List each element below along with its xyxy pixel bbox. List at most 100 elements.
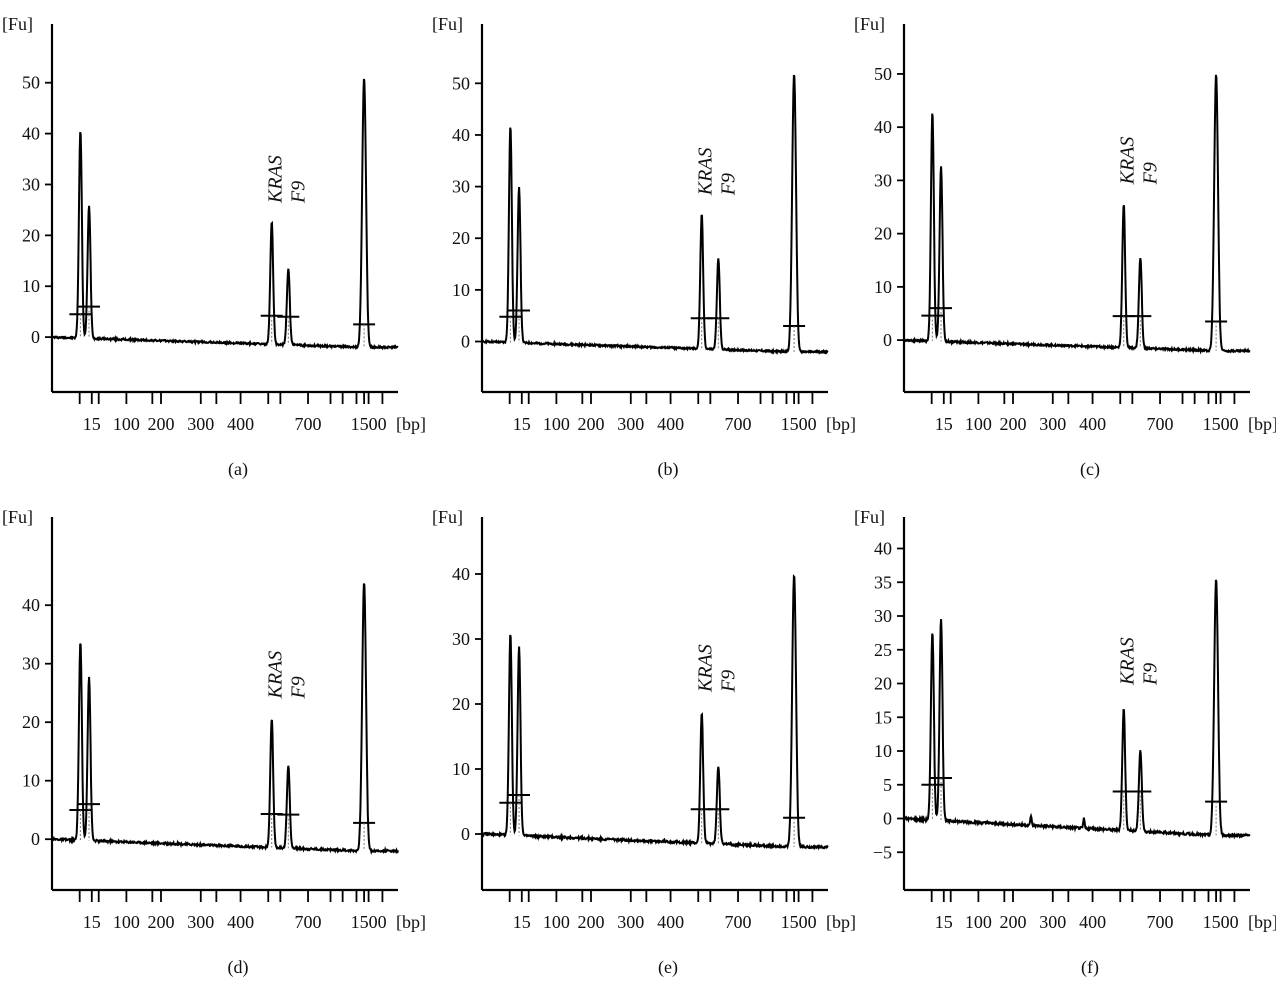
y-tick-label: 25 — [874, 640, 892, 660]
y-tick-label: 30 — [22, 174, 40, 194]
x-tick-label: 1500 — [351, 912, 387, 932]
x-unit-label: [bp] — [1248, 414, 1276, 434]
y-tick-label: 20 — [452, 228, 470, 248]
x-tick-label: 15 — [513, 414, 531, 434]
trace-line — [903, 579, 1251, 840]
annotation-f9: F9 — [1139, 162, 1161, 185]
x-tick-label: 300 — [1039, 912, 1066, 932]
y-tick-label: 50 — [22, 73, 40, 93]
x-tick-label: 15 — [935, 414, 953, 434]
annotation-kras: KRAS — [1117, 137, 1139, 186]
panel-b: [Fu] 0 10 20 30 40 50 15 100 200 300 400 700 1500 [bp]… — [432, 14, 856, 480]
y-tick-label: 50 — [874, 64, 892, 84]
y-tick-label: 30 — [452, 629, 470, 649]
y-tick-label: 0 — [461, 332, 470, 352]
x-tick-label: 100 — [965, 912, 992, 932]
x-tick-label: 1500 — [781, 414, 817, 434]
annotation-f9: F9 — [1139, 663, 1161, 686]
y-unit-label: [Fu] — [432, 14, 463, 34]
y-tick-label: 0 — [883, 809, 892, 829]
y-tick-label: 10 — [874, 741, 892, 761]
x-tick-label: 700 — [1147, 414, 1174, 434]
panel-c: [Fu] 0 10 20 30 40 50 15 100 200 300 400 700 1500 [bp]… — [854, 14, 1276, 480]
x-tick-label: 700 — [1147, 912, 1174, 932]
x-tick-label: 1500 — [1203, 414, 1239, 434]
y-tick-label: 20 — [874, 224, 892, 244]
annotation-f9: F9 — [287, 676, 309, 699]
panel-caption: (a) — [228, 459, 248, 480]
y-tick-label: 10 — [22, 771, 40, 791]
x-tick-label: 15 — [83, 912, 101, 932]
y-tick-label: −5 — [873, 842, 892, 862]
panel-a: [Fu] 0 10 20 30 40 50 15 100 200 300 400 700 1500 [bp]… — [2, 14, 426, 480]
y-tick-label: 10 — [22, 276, 40, 296]
x-tick-label: 300 — [187, 912, 214, 932]
y-tick-label: 30 — [452, 177, 470, 197]
y-tick-label: 0 — [31, 829, 40, 849]
trace-line — [481, 74, 829, 356]
panel-caption: (d) — [228, 957, 249, 978]
trace-line — [481, 573, 829, 851]
y-tick-label: 30 — [874, 170, 892, 190]
panel-d: [Fu] 0 10 20 30 40 15 100 200 300 400 700 1500 [bp] KR… — [2, 507, 426, 978]
panel-e: [Fu] 0 10 20 30 40 15 100 200 300 400 700 1500 [bp] KR… — [432, 507, 856, 978]
x-tick-label: 100 — [543, 912, 570, 932]
x-tick-label: 1500 — [1203, 912, 1239, 932]
y-tick-label: 10 — [452, 759, 470, 779]
x-tick-label: 700 — [725, 912, 752, 932]
y-tick-label: 20 — [452, 694, 470, 714]
annotation-kras: KRAS — [265, 651, 287, 700]
panel-caption: (b) — [658, 459, 679, 480]
x-tick-label: 700 — [295, 912, 322, 932]
x-tick-label: 100 — [543, 414, 570, 434]
y-tick-label: 20 — [22, 225, 40, 245]
x-tick-label: 200 — [999, 414, 1026, 434]
panel-f: [Fu] −5 0 5 10 15 20 25 30 35 40 15 100 200 300 400 700 1… — [854, 507, 1276, 978]
x-unit-label: [bp] — [396, 912, 426, 932]
x-tick-label: 100 — [113, 414, 140, 434]
y-tick-label: 50 — [452, 73, 470, 93]
y-tick-label: 20 — [874, 674, 892, 694]
y-tick-label: 10 — [452, 280, 470, 300]
y-tick-label: 15 — [874, 707, 892, 727]
x-unit-label: [bp] — [1248, 912, 1276, 932]
x-tick-label: 200 — [147, 912, 174, 932]
x-tick-label: 400 — [1079, 912, 1106, 932]
x-tick-label: 200 — [147, 414, 174, 434]
panel-caption: (c) — [1080, 459, 1100, 480]
trace-line — [51, 78, 399, 351]
x-tick-label: 300 — [617, 912, 644, 932]
x-tick-label: 15 — [935, 912, 953, 932]
x-tick-label: 1500 — [351, 414, 387, 434]
x-tick-label: 200 — [577, 414, 604, 434]
y-unit-label: [Fu] — [854, 507, 885, 527]
x-tick-label: 400 — [227, 912, 254, 932]
y-tick-label: 0 — [883, 330, 892, 350]
y-unit-label: [Fu] — [432, 507, 463, 527]
trace-line — [51, 583, 399, 855]
x-unit-label: [bp] — [826, 414, 856, 434]
y-tick-label: 0 — [31, 327, 40, 347]
y-tick-label: 40 — [874, 539, 892, 559]
annotation-kras: KRAS — [265, 155, 287, 204]
y-tick-label: 10 — [874, 277, 892, 297]
x-tick-label: 400 — [657, 414, 684, 434]
y-tick-label: 35 — [874, 572, 892, 592]
panel-caption: (e) — [658, 957, 678, 978]
trace-line — [903, 74, 1251, 355]
y-tick-label: 40 — [874, 117, 892, 137]
annotation-kras: KRAS — [695, 644, 717, 693]
x-tick-label: 400 — [227, 414, 254, 434]
x-unit-label: [bp] — [396, 414, 426, 434]
x-tick-label: 15 — [513, 912, 531, 932]
x-tick-label: 300 — [1039, 414, 1066, 434]
y-tick-label: 20 — [22, 712, 40, 732]
y-tick-label: 5 — [883, 775, 892, 795]
x-tick-label: 200 — [999, 912, 1026, 932]
annotation-kras: KRAS — [695, 147, 717, 196]
x-tick-label: 100 — [965, 414, 992, 434]
x-tick-label: 15 — [83, 414, 101, 434]
x-tick-label: 100 — [113, 912, 140, 932]
y-tick-label: 30 — [22, 654, 40, 674]
